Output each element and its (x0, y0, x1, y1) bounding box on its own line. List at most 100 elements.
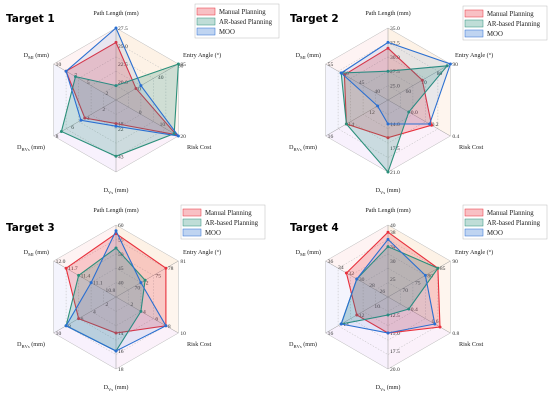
data-point (386, 69, 390, 73)
tick-label: 22 (118, 127, 124, 133)
axis-label: Risk Cost (187, 144, 212, 151)
data-point (64, 69, 68, 73)
tick-label: 50 (118, 252, 124, 258)
legend-entry: Manual Planning (219, 9, 266, 16)
axis-label: Path Length (mm) (365, 207, 410, 214)
legend-entry: MOO (205, 230, 221, 237)
data-point (139, 309, 143, 313)
data-point (114, 154, 118, 158)
legend: Manual Planning AR-based Planning MOO (180, 204, 266, 240)
tick-label: 12 (359, 313, 365, 319)
data-point (114, 246, 118, 250)
background-wedge (116, 64, 179, 136)
tick-label: 80 (178, 63, 184, 69)
data-point (134, 87, 138, 90)
data-point (386, 40, 390, 44)
legend-entry: Manual Planning (205, 210, 252, 217)
tick-label: 30 (359, 277, 365, 283)
data-point (59, 130, 63, 133)
tick-label: 14 (348, 122, 354, 128)
data-point (386, 331, 390, 335)
tick-label: 11.4 (81, 273, 91, 279)
axis-spoke (115, 260, 179, 298)
axis-label: Entry Angle (°) (183, 249, 221, 256)
data-point (423, 273, 427, 277)
axis-label: DBVs (mm) (17, 341, 45, 349)
axis-label: DVs (mm) (376, 384, 401, 392)
data-point (339, 322, 343, 326)
tick-label: 0.6 (432, 319, 439, 325)
data-point (139, 84, 143, 88)
tick-label: 27.5 (118, 26, 128, 32)
tick-label: 16 (328, 331, 334, 337)
axis-label: Entry Angle (°) (455, 52, 493, 59)
legend-swatch (464, 9, 484, 18)
legend-swatch (464, 208, 484, 217)
tick-label: 70 (421, 80, 427, 86)
axis-label: Entry Angle (°) (455, 249, 493, 256)
data-point (89, 281, 93, 285)
tick-label: 10 (160, 122, 166, 128)
background-wedge (325, 225, 388, 297)
data-point (420, 78, 424, 82)
axis-label: Path Length (mm) (93, 10, 138, 17)
axis-spoke (115, 63, 179, 101)
tick-label: 40 (374, 89, 380, 95)
tick-label: 70 (402, 288, 408, 294)
data-point (83, 116, 87, 120)
data-point (386, 122, 390, 126)
axis-label: Entry Angle (°) (183, 52, 221, 59)
data-point (386, 136, 390, 140)
tick-label: 10 (374, 304, 380, 310)
legend-entry: Manual Planning (487, 11, 534, 18)
tick-label: 25.0 (390, 84, 400, 90)
data-point (79, 118, 83, 122)
data-point (64, 266, 68, 270)
axis-label: DMI (mm) (24, 52, 49, 60)
axis-spoke (115, 296, 179, 334)
background-wedge (325, 64, 388, 136)
data-point (114, 331, 118, 335)
data-point (386, 170, 390, 174)
axis-spoke (53, 260, 117, 298)
legend-entry: AR-based Planning (487, 21, 541, 28)
tick-label: 5 (87, 80, 90, 86)
tick-label: 60 (118, 223, 124, 229)
background-wedge (116, 100, 179, 172)
tick-label: 10 (56, 331, 62, 337)
background-wedge (388, 100, 451, 172)
background-wedge (116, 28, 179, 100)
chart-title: Target 3 (6, 222, 55, 234)
data-point (74, 75, 77, 79)
tick-label: 17.5 (390, 146, 400, 152)
tick-label: 90 (452, 62, 458, 68)
tick-label: 85 (440, 266, 446, 272)
data-point (344, 271, 348, 275)
legend: Manual Planning AR-based Planning MOO (462, 5, 548, 41)
legend-entry: AR-based Planning (219, 19, 273, 26)
legend: Manual Planning AR-based Planning MOO (194, 3, 280, 39)
legend-entry: MOO (219, 29, 235, 36)
tick-label: 45 (359, 80, 365, 86)
legend-swatch (464, 218, 484, 227)
background-wedge (116, 225, 179, 297)
tick-label: 85 (180, 62, 186, 68)
tick-label: 81 (180, 259, 186, 265)
tick-label: 40 (118, 281, 124, 287)
axis-spoke (387, 99, 451, 137)
axis-label: DMI (mm) (24, 249, 49, 257)
tick-label: 21.0 (390, 170, 400, 176)
data-point (433, 322, 437, 326)
tick-label: 55 (328, 62, 334, 68)
tick-label: 60 (406, 89, 412, 95)
data-point (355, 277, 359, 281)
legend-entry: Manual Planning (487, 210, 534, 217)
tick-label: 26 (380, 289, 386, 295)
tick-label: 12 (369, 110, 375, 116)
data-point (436, 266, 440, 270)
background-wedge (53, 297, 116, 369)
data-point (176, 62, 180, 66)
data-point (438, 325, 442, 329)
axis-label: DVs (mm) (104, 187, 129, 195)
